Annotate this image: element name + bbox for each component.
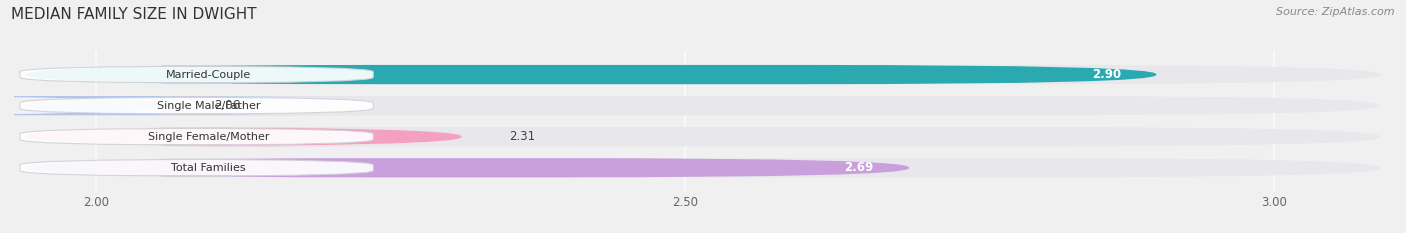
Text: Total Families: Total Families (172, 163, 246, 173)
FancyBboxPatch shape (25, 127, 461, 146)
Text: Single Male/Father: Single Male/Father (156, 101, 260, 111)
FancyBboxPatch shape (20, 66, 373, 83)
Text: 2.90: 2.90 (1092, 68, 1121, 81)
Text: 2.31: 2.31 (509, 130, 534, 143)
FancyBboxPatch shape (20, 128, 373, 145)
FancyBboxPatch shape (25, 158, 1381, 177)
FancyBboxPatch shape (25, 65, 1381, 84)
Text: Source: ZipAtlas.com: Source: ZipAtlas.com (1277, 7, 1395, 17)
Text: 2.69: 2.69 (845, 161, 873, 174)
Text: Single Female/Mother: Single Female/Mother (148, 132, 269, 142)
FancyBboxPatch shape (25, 96, 1381, 115)
FancyBboxPatch shape (20, 97, 373, 114)
Text: MEDIAN FAMILY SIZE IN DWIGHT: MEDIAN FAMILY SIZE IN DWIGHT (11, 7, 257, 22)
FancyBboxPatch shape (0, 96, 380, 115)
Text: 2.06: 2.06 (214, 99, 240, 112)
FancyBboxPatch shape (20, 159, 373, 176)
FancyBboxPatch shape (25, 65, 1156, 84)
FancyBboxPatch shape (25, 158, 910, 177)
FancyBboxPatch shape (25, 127, 1381, 146)
Text: Married-Couple: Married-Couple (166, 70, 252, 79)
